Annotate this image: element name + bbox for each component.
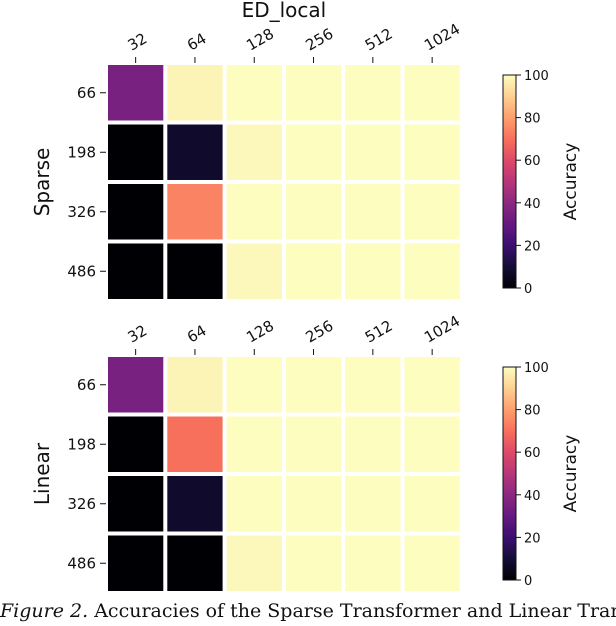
heatmap-cell	[167, 65, 223, 121]
heatmap-cell	[404, 476, 460, 532]
heatmap-cell	[167, 243, 223, 299]
x-tick-label: 1024	[421, 20, 463, 55]
heatmap-cell	[404, 243, 460, 299]
heatmap-cell	[285, 184, 342, 240]
x-tick-label: 128	[243, 25, 277, 55]
heatmap-cell	[285, 65, 342, 121]
x-tick-label: 128	[243, 317, 277, 347]
colorbar-tick-label: 40	[524, 489, 541, 504]
colorbar-tick-label: 80	[524, 404, 541, 419]
heatmap-cell	[345, 124, 401, 180]
heatmap-figure: ED_local 32 64 128 256 512 1024 66 198 326 486 Spar…	[30, 0, 581, 591]
caption-figure-label: Figure 2.	[0, 600, 89, 622]
x-tick-label: 512	[362, 25, 396, 55]
heatmap-cell	[285, 243, 342, 299]
heatmap-cell	[167, 535, 223, 591]
caption-text: Accuracies of the Sparse Transformer and…	[94, 600, 616, 622]
heatmap-cell	[345, 535, 401, 591]
y-axis-label: Linear	[30, 442, 54, 505]
heatmap-cell	[108, 184, 164, 240]
y-tick-label: 198	[67, 435, 96, 453]
colorbar-tick-label: 40	[524, 197, 541, 212]
x-tick-label: 256	[303, 25, 337, 55]
heatmap-cell	[285, 416, 342, 472]
figure-caption: Figure 2. Accuracies of the Sparse Trans…	[0, 600, 616, 626]
heatmap-cell	[404, 184, 460, 240]
x-tick-label: 64	[184, 29, 210, 54]
y-axis-label: Sparse	[30, 148, 54, 217]
x-tick-label: 64	[184, 321, 210, 346]
heatmap-cell	[226, 184, 282, 240]
heatmap-cell	[226, 476, 282, 532]
colorbar-tick-label: 20	[524, 531, 541, 546]
y-tick-label: 486	[67, 262, 96, 280]
heatmap-cell	[285, 357, 342, 413]
colorbar-tick-label: 100	[524, 361, 549, 376]
heatmap-cell	[345, 357, 401, 413]
heatmap-cell	[226, 124, 282, 180]
y-tick-label: 486	[67, 554, 96, 572]
heatmap-cell	[108, 476, 164, 532]
heatmap-panel-linear: 32 64 128 256 512 1024 66 198 326 486 Linear 0 20 40 6…	[30, 312, 581, 591]
colorbar	[502, 74, 517, 289]
colorbar-label: Accuracy	[561, 143, 581, 221]
heatmap-cell	[167, 124, 223, 180]
x-tick-label: 512	[362, 317, 396, 347]
heatmap-cell	[108, 124, 164, 180]
y-tick-label: 66	[77, 376, 96, 394]
colorbar-tick-label: 60	[524, 154, 541, 169]
x-tick-label: 32	[125, 29, 151, 54]
heatmap-cell	[167, 184, 223, 240]
colorbar-tick-label: 80	[524, 112, 541, 127]
colorbar	[502, 366, 517, 581]
heatmap-panel-sparse: ED_local 32 64 128 256 512 1024 66 198 326 486 Spar…	[30, 0, 581, 299]
heatmap-cell	[345, 476, 401, 532]
x-tick-label: 1024	[421, 312, 463, 347]
heatmap-cell	[108, 243, 164, 299]
heatmap-cell	[226, 357, 282, 413]
heatmap-cell	[108, 416, 164, 472]
x-tick-label: 32	[125, 321, 151, 346]
y-tick-label: 198	[67, 143, 96, 161]
colorbar-label: Accuracy	[561, 435, 581, 513]
x-tick-label: 256	[303, 317, 337, 347]
heatmap-cell	[108, 535, 164, 591]
colorbar-tick-label: 0	[524, 574, 532, 589]
y-tick-label: 326	[67, 495, 96, 513]
heatmap-cell	[167, 476, 223, 532]
heatmap-cell	[345, 184, 401, 240]
colorbar-tick-label: 100	[524, 69, 549, 84]
heatmap-cell	[167, 416, 223, 472]
heatmap-cell	[345, 416, 401, 472]
heatmap-cell	[404, 357, 460, 413]
heatmap-cell	[345, 65, 401, 121]
colorbar-tick-label: 0	[524, 282, 532, 297]
y-tick-label: 326	[67, 203, 96, 221]
heatmap-cell	[226, 416, 282, 472]
heatmap-cell	[226, 65, 282, 121]
heatmap-cell	[226, 535, 282, 591]
heatmap-cell	[404, 124, 460, 180]
heatmap-cell	[404, 65, 460, 121]
heatmap-cell	[404, 416, 460, 472]
heatmap-cell	[167, 357, 223, 413]
colorbar-tick-label: 60	[524, 446, 541, 461]
heatmap-cell	[404, 535, 460, 591]
chart-title: ED_local	[242, 0, 327, 22]
heatmap-cell	[285, 476, 342, 532]
colorbar-tick-label: 20	[524, 239, 541, 254]
heatmap-cell	[285, 124, 342, 180]
heatmap-cell	[108, 357, 164, 413]
heatmap-cell	[108, 65, 164, 121]
heatmap-cell	[345, 243, 401, 299]
heatmap-cell	[285, 535, 342, 591]
heatmap-cell	[226, 243, 282, 299]
y-tick-label: 66	[77, 84, 96, 102]
